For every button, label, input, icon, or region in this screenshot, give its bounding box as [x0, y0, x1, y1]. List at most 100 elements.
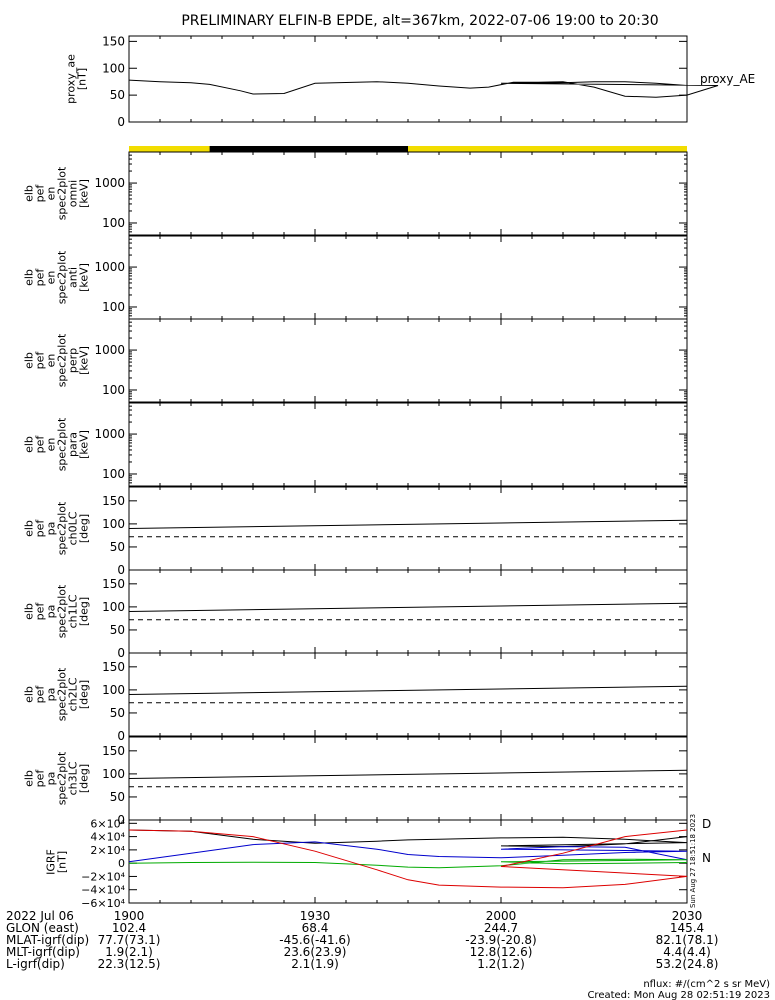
- y-tick-label: −6×10⁴: [81, 897, 125, 910]
- pitch-angle-panel: 150 100 50 0 elbpefpaspec2plotch2LC[deg]: [23, 652, 688, 743]
- spectrogram-frame: [128, 402, 688, 487]
- footer-row-label: GLON (east): [6, 921, 79, 935]
- y-tick-label: 100: [102, 517, 125, 531]
- y-tick-label: 50: [110, 790, 125, 804]
- pitch-angle-panel: 150 100 50 0 elbpefpaspec2plotch1LC[deg]: [23, 569, 688, 660]
- footer-value: 82.1(78.1): [656, 933, 719, 947]
- y-axis-label: elbpefpaspec2plotch1LC[deg]: [23, 584, 91, 638]
- pitch-angle-frame: [128, 486, 688, 571]
- footer-row-label: MLT-igrf(dip): [6, 945, 80, 959]
- footer-value: -45.6(-41.6): [279, 933, 350, 947]
- footer-value: 12.8(12.6): [470, 945, 533, 959]
- y-tick-label: 50: [110, 706, 125, 720]
- y-tick-label: 0: [117, 813, 125, 827]
- footer-row-label: 2022 Jul 06: [6, 909, 74, 923]
- spectrogram-frame: [128, 235, 688, 320]
- footer-value: 1.9(2.1): [105, 945, 153, 959]
- y-tick-label: 0: [117, 646, 125, 660]
- y-tick-label: 50: [110, 88, 125, 102]
- y-tick-label: 1000: [94, 176, 125, 190]
- pitch-angle-frame: [128, 736, 688, 821]
- y-tick-label: 150: [102, 660, 125, 674]
- spectrogram-frame: [128, 318, 688, 403]
- y-tick-label: 150: [102, 577, 125, 591]
- pitch-angle-frame: [128, 569, 688, 654]
- y-tick-label: 100: [102, 600, 125, 614]
- y-axis-label: IGRF[nT]: [45, 849, 69, 875]
- footer-value: 22.3(12.5): [98, 957, 161, 971]
- y-tick-label: 0: [117, 115, 125, 129]
- footer-value: 102.4: [112, 921, 146, 935]
- y-axis-label: elbpefpaspec2plotch2LC[deg]: [23, 667, 91, 721]
- igrf-frame: [128, 819, 688, 904]
- anti-loss-cone-line: [128, 685, 688, 695]
- spectrogram-panel: 1000 100 elbpefenspec2plotomni[keV]: [23, 151, 688, 236]
- sunlight-segment: [209, 146, 408, 152]
- y-tick-label: 2×10⁴: [90, 844, 125, 857]
- footer-value: 2030: [672, 909, 703, 923]
- y-tick-label: 0: [118, 857, 125, 870]
- y-tick-label: 100: [102, 383, 125, 397]
- pitch-angle-panel: 150 100 50 0 elbpefpaspec2plotch3LC[deg]: [23, 736, 688, 827]
- y-tick-label: 6×10⁴: [90, 817, 125, 830]
- igrf-legend-n: N: [702, 851, 711, 865]
- footer-value: 23.6(23.9): [284, 945, 347, 959]
- y-tick-label: 0: [117, 729, 125, 743]
- igrf-component-line: [128, 829, 688, 848]
- anti-loss-cone-line: [128, 602, 688, 612]
- y-axis-label: elbpefenspec2plotanti[keV]: [23, 250, 91, 304]
- y-tick-label: 100: [102, 767, 125, 781]
- footer-value: -23.9(-20.8): [465, 933, 536, 947]
- anti-loss-cone-line: [128, 769, 688, 779]
- footer-value: 244.7: [484, 921, 518, 935]
- footer-value: 145.4: [670, 921, 704, 935]
- y-tick-label: 50: [110, 623, 125, 637]
- y-tick-label: 1000: [94, 427, 125, 441]
- y-tick-label: 0: [117, 563, 125, 577]
- footer-row-label: L-igrf(dip): [6, 957, 65, 971]
- y-tick-label: 150: [102, 34, 125, 48]
- spectrogram-frame: [128, 151, 688, 236]
- y-axis-label: elbpefpaspec2plotch3LC[deg]: [23, 751, 91, 805]
- anti-loss-cone-line: [128, 519, 688, 529]
- flux-unit-note: nflux: #/(cm^2 s sr MeV): [643, 979, 770, 990]
- footer-value: 1900: [114, 909, 145, 923]
- y-tick-label: 1000: [94, 343, 125, 357]
- proxy-ae-frame: [128, 35, 688, 123]
- pitch-angle-frame: [128, 652, 688, 737]
- y-tick-label: 100: [102, 467, 125, 481]
- igrf-component-line: [128, 858, 688, 869]
- y-tick-label: 100: [102, 216, 125, 230]
- y-tick-label: −4×10⁴: [81, 884, 125, 897]
- footer-value: 1.2(1.2): [477, 957, 525, 971]
- sunlight-segment: [129, 146, 210, 152]
- y-tick-label: 1000: [94, 260, 125, 274]
- igrf-component-line: [128, 829, 688, 889]
- footer-value: 4.4(4.4): [663, 945, 711, 959]
- y-tick-label: 4×10⁴: [90, 831, 125, 844]
- plot-title: PRELIMINARY ELFIN-B EPDE, alt=367km, 202…: [181, 13, 658, 29]
- footer-value: 1930: [300, 909, 331, 923]
- y-axis-label: elbpefenspec2plotperp[keV]: [23, 333, 91, 387]
- sunlight-bar: [129, 146, 687, 152]
- footer-value: 77.7(73.1): [98, 933, 161, 947]
- y-tick-label: 100: [102, 683, 125, 697]
- y-tick-label: −2×10⁴: [81, 870, 125, 883]
- y-tick-label: 100: [102, 61, 125, 75]
- spectrogram-panel: 1000 100 elbpefenspec2plotperp[keV]: [23, 318, 688, 403]
- igrf-panel: 6×10⁴4×10⁴2×10⁴0−2×10⁴−4×10⁴−6×10⁴IGRF[n…: [45, 814, 712, 910]
- y-axis-label: elbpefenspec2plotomni[keV]: [23, 166, 91, 220]
- footer-row-label: MLAT-igrf(dip): [6, 933, 89, 947]
- y-tick-label: 150: [102, 494, 125, 508]
- energy-spectrogram-panels: 1000100elbpefenspec2plotomni[keV]1000100…: [23, 151, 688, 487]
- proxy-ae-line: [128, 79, 719, 98]
- sunlight-segment: [408, 146, 687, 152]
- created-note: Created: Mon Aug 28 02:51:19 2023: [587, 990, 770, 1000]
- footer-value: 2.1(1.9): [291, 957, 339, 971]
- footer-value: 53.2(24.8): [656, 957, 719, 971]
- spectrogram-panel: 1000 100 elbpefenspec2plotpara[keV]: [23, 402, 688, 487]
- proxy-ae-panel: 150 100 50 0 proxy_ae[nT] proxy_AE: [65, 34, 756, 129]
- footer-value: 68.4: [302, 921, 329, 935]
- y-axis-label: elbpefpaspec2plotch0LC[deg]: [23, 501, 91, 555]
